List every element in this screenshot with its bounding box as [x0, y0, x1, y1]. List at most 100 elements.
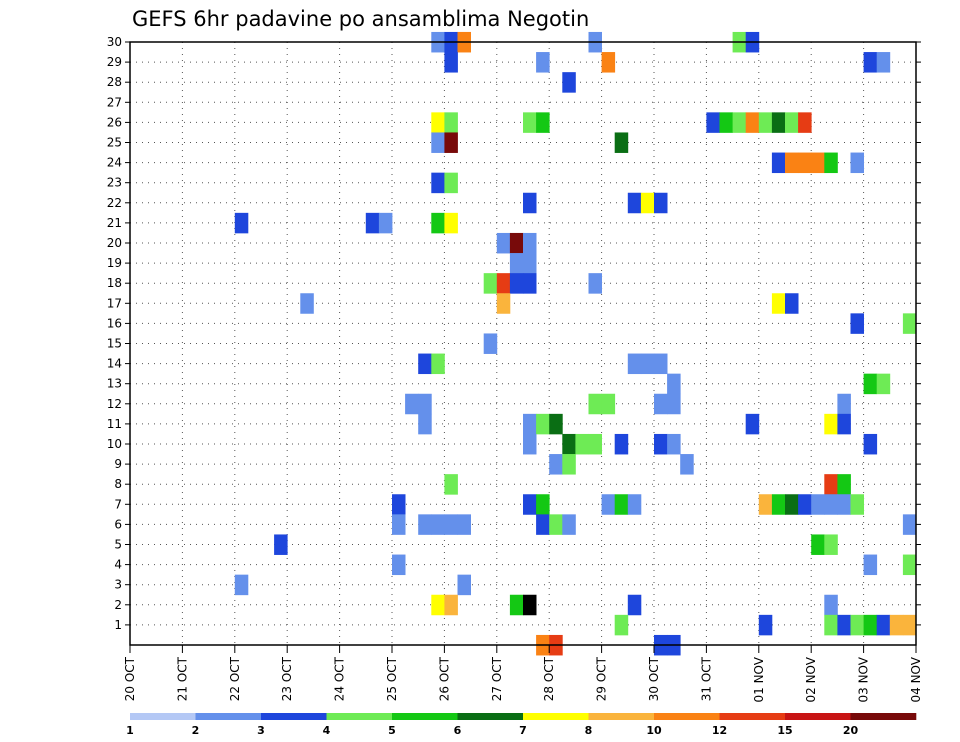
precip-cell	[850, 494, 864, 515]
y-tick-label: 10	[107, 437, 122, 451]
precip-cell	[536, 413, 550, 435]
precip-cell	[431, 212, 445, 234]
precip-cell	[523, 594, 537, 616]
precip-cells	[234, 31, 917, 656]
precip-cell	[601, 494, 616, 515]
y-tick-label: 7	[114, 497, 122, 511]
precip-cell	[523, 253, 537, 274]
precip-cell	[850, 614, 864, 636]
colorbar-label: 7	[519, 724, 527, 737]
precip-cell	[771, 494, 786, 515]
precip-cell	[392, 554, 406, 576]
precip-cell	[889, 614, 904, 636]
precip-cell	[614, 132, 629, 153]
precip-cell	[601, 52, 616, 73]
precip-cell	[483, 273, 498, 294]
precip-cell	[824, 494, 838, 515]
precip-cell	[549, 514, 563, 535]
precip-cell	[431, 132, 445, 153]
precip-cell	[536, 52, 550, 73]
precip-cell	[523, 413, 537, 435]
precip-cell	[536, 514, 550, 535]
precip-cell	[444, 112, 458, 133]
precip-cell	[640, 192, 655, 214]
precip-cell	[785, 112, 799, 133]
colorbar-segment	[457, 713, 524, 720]
precip-cell	[837, 393, 851, 415]
precip-cell	[509, 232, 524, 254]
precip-cell	[444, 132, 458, 153]
colorbar-label: 5	[388, 724, 396, 737]
precip-cell	[431, 353, 445, 375]
precip-cell	[706, 112, 720, 133]
precip-cell	[876, 614, 891, 636]
precip-cell	[627, 192, 642, 214]
precip-cell	[457, 574, 471, 596]
y-tick-label: 27	[107, 95, 122, 109]
precip-cell	[392, 514, 406, 535]
precip-cell	[523, 273, 537, 294]
precip-cell	[444, 172, 458, 194]
precip-cell	[654, 353, 668, 375]
y-tick-label: 15	[107, 337, 122, 351]
x-tick-label: 28 OCT	[542, 656, 556, 701]
precip-cell	[483, 333, 498, 354]
precip-cell	[523, 433, 537, 455]
precip-cell	[509, 273, 524, 294]
precip-cell	[562, 433, 576, 455]
precip-cell	[863, 614, 878, 636]
y-tick-label: 19	[107, 256, 122, 270]
colorbar-label: 1	[126, 724, 134, 737]
y-tick-label: 30	[107, 35, 122, 49]
precip-cell	[771, 152, 786, 174]
precip-cell	[863, 554, 878, 576]
colorbar-segment	[326, 713, 393, 720]
colorbar-segment	[392, 713, 458, 720]
y-tick-label: 1	[114, 618, 122, 632]
precip-cell	[837, 614, 851, 636]
precip-cell	[758, 112, 773, 133]
colorbar-segment	[654, 713, 720, 720]
precip-cell	[392, 494, 406, 515]
precip-cell	[444, 594, 458, 616]
precip-cell	[745, 413, 760, 435]
precip-cell	[667, 393, 681, 415]
x-tick-label: 22 OCT	[228, 656, 242, 701]
precip-cell	[496, 273, 511, 294]
y-tick-label: 21	[107, 216, 122, 230]
precip-cell	[667, 373, 681, 395]
precip-cell	[523, 232, 537, 254]
y-tick-label: 2	[114, 598, 122, 612]
precip-cell	[824, 614, 838, 636]
precip-cell	[824, 413, 838, 435]
precip-cell	[562, 72, 576, 93]
precip-cell	[431, 514, 445, 535]
precip-cell	[614, 614, 629, 636]
y-tick-label: 12	[107, 397, 122, 411]
precip-cell	[509, 594, 524, 616]
precip-cell	[549, 454, 563, 475]
precip-cell	[562, 514, 576, 535]
y-tick-label: 14	[107, 357, 122, 371]
x-tick-label: 31 OCT	[699, 656, 713, 701]
y-tick-label: 4	[114, 558, 122, 572]
precip-cell	[876, 52, 891, 73]
x-tick-label: 04 NOV	[909, 656, 923, 702]
precip-cell	[523, 112, 537, 133]
precip-cell	[719, 112, 733, 133]
precip-cell	[824, 474, 838, 495]
precip-cell	[654, 192, 668, 214]
precip-cell	[771, 293, 786, 314]
precip-cell	[523, 192, 537, 214]
precip-cell	[627, 494, 642, 515]
precip-cell	[902, 313, 917, 334]
precip-cell	[654, 393, 668, 415]
precip-cell	[785, 152, 799, 174]
precip-cell	[365, 212, 380, 234]
precip-cell	[667, 433, 681, 455]
colorbar-label: 2	[192, 724, 200, 737]
precip-cell	[588, 433, 602, 455]
precip-cell	[863, 52, 878, 73]
precip-cell	[785, 293, 799, 314]
